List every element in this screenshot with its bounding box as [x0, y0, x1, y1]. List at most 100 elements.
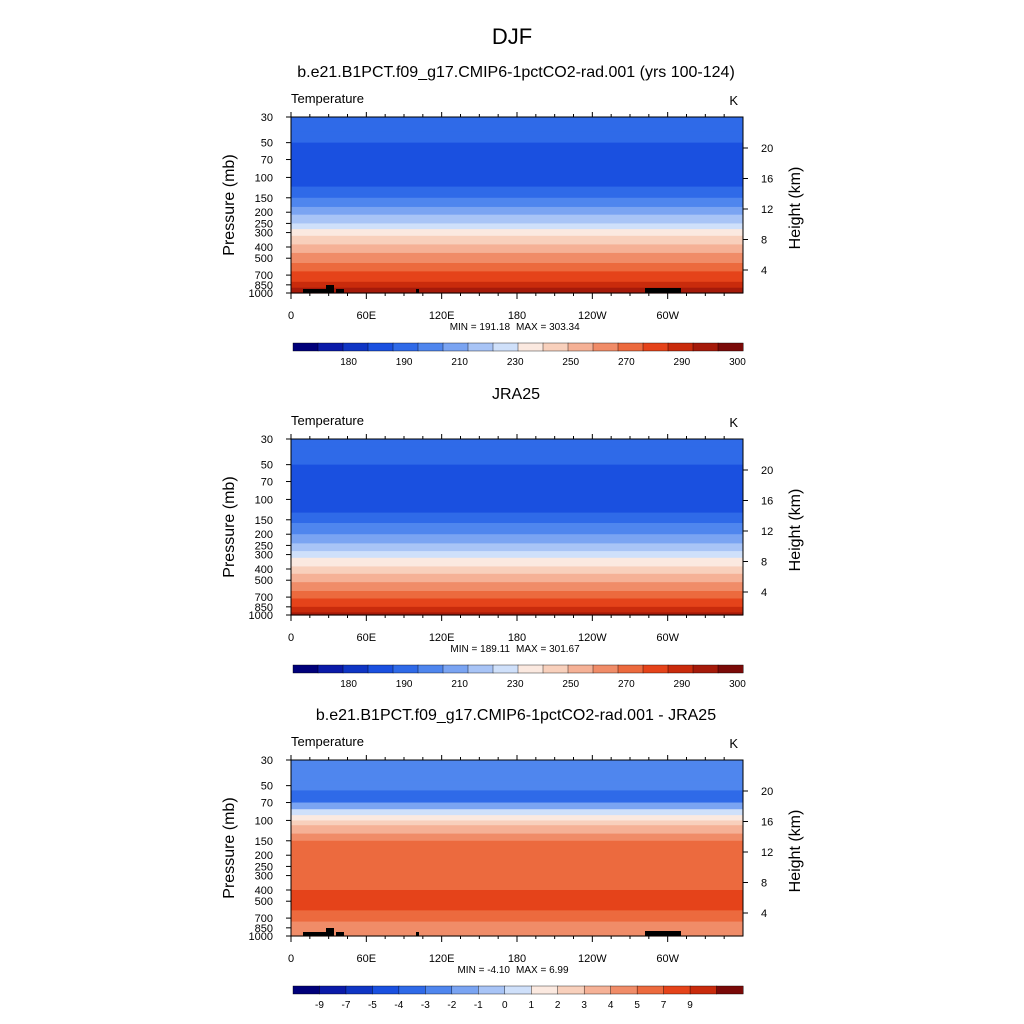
contour-band: [291, 612, 743, 616]
colorbar-swatch: [567, 664, 594, 674]
y-tick-label: 200: [255, 207, 273, 219]
y-tick-label: 100: [255, 815, 273, 827]
x-tick-label: 120W: [578, 632, 607, 644]
y-tick-label: 200: [255, 850, 273, 862]
colorbar-swatch: [342, 342, 369, 352]
colorbar-swatch: [492, 664, 519, 674]
contour-band: [291, 582, 743, 592]
colorbar-swatch: [517, 342, 544, 352]
contour-band: [291, 557, 743, 568]
contour-band: [291, 223, 743, 230]
topography-mask: [416, 932, 419, 936]
contour-band: [291, 760, 743, 781]
variable-label: Temperature: [291, 91, 364, 106]
colorbar-label: 190: [396, 679, 413, 690]
contour-band: [291, 142, 743, 161]
topography-mask: [336, 289, 344, 293]
y-tick-label: 700: [255, 913, 273, 925]
contour-band: [291, 206, 743, 216]
contour-band: [291, 214, 743, 225]
colorbar-swatch: [467, 342, 494, 352]
right-axis-label: Height (km): [787, 167, 804, 250]
x-tick-label: 60W: [656, 953, 679, 965]
contour-band: [291, 252, 743, 264]
colorbar-swatch: [610, 985, 638, 995]
x-tick-label: 60E: [357, 953, 377, 965]
y-tick-label: 150: [255, 836, 273, 848]
colorbar-swatch: [292, 985, 320, 995]
x-tick-label: 180: [508, 632, 526, 644]
min-label: MIN = 189.11: [450, 644, 510, 655]
y-tick-label: 70: [261, 798, 273, 810]
colorbar-label: -4: [394, 1000, 403, 1011]
topography-mask: [336, 932, 344, 936]
y-tick-label: 500: [255, 253, 273, 265]
topography-mask: [303, 289, 327, 293]
y-tick-label: 50: [261, 138, 273, 150]
units-label: K: [729, 415, 738, 430]
contour-band: [291, 262, 743, 272]
colorbar-label: 0: [502, 1000, 508, 1011]
colorbar-swatch: [367, 664, 394, 674]
colorbar-label: 1: [528, 1000, 534, 1011]
contour-band: [291, 244, 743, 254]
topography-mask: [645, 288, 681, 293]
contour-band: [291, 809, 743, 816]
contour-band: [291, 825, 743, 835]
topography-mask: [303, 932, 327, 936]
variable-label: Temperature: [291, 413, 364, 428]
contour-band: [291, 177, 743, 188]
y-tick-label: 1000: [249, 931, 273, 943]
y-tick-label: 400: [255, 564, 273, 576]
colorbar-label: -2: [447, 1000, 456, 1011]
colorbar-swatch: [617, 664, 644, 674]
colorbar-swatch: [692, 664, 719, 674]
colorbar-label: -3: [421, 1000, 430, 1011]
y-tick-label: 100: [255, 172, 273, 184]
x-tick-label: 120W: [578, 310, 607, 322]
y-tick-label: 150: [255, 193, 273, 205]
colorbar-swatch: [451, 985, 479, 995]
panels-group: b.e21.B1PCT.f09_g17.CMIP6-1pctCO2-rad.00…: [221, 64, 804, 1011]
y-axis-label: Pressure (mb): [221, 797, 238, 898]
contour-band: [291, 499, 743, 514]
contour-band: [291, 591, 743, 600]
contour-band: [291, 802, 743, 810]
contour-band: [291, 446, 743, 466]
y-axis-label: Pressure (mb): [221, 476, 238, 577]
contour-band: [291, 573, 743, 583]
height-tick-label: 16: [761, 817, 773, 829]
panel-title: b.e21.B1PCT.f09_g17.CMIP6-1pctCO2-rad.00…: [297, 64, 735, 81]
colorbar-swatch: [592, 342, 619, 352]
contour-band: [291, 566, 743, 575]
height-tick-label: 8: [761, 557, 767, 569]
x-tick-label: 120E: [429, 953, 455, 965]
height-tick-label: 12: [761, 526, 773, 538]
colorbar-swatch: [692, 342, 719, 352]
contour-band: [291, 910, 743, 923]
contour-band: [291, 840, 743, 891]
contour-band: [291, 287, 743, 294]
colorbar-swatch: [542, 664, 569, 674]
colorbar-swatch: [342, 664, 369, 674]
contour-band: [291, 281, 743, 289]
y-tick-label: 200: [255, 529, 273, 541]
colorbar-label: -9: [315, 1000, 324, 1011]
contour-band: [291, 820, 743, 826]
colorbar-label: 180: [340, 357, 357, 368]
colorbar-swatch: [542, 342, 569, 352]
x-tick-label: 60W: [656, 632, 679, 644]
colorbar-swatch: [317, 342, 344, 352]
contour-band: [291, 186, 743, 199]
colorbar-swatch: [442, 342, 469, 352]
colorbar-swatch: [689, 985, 718, 995]
colorbar-swatch: [717, 664, 744, 674]
x-tick-label: 0: [288, 310, 294, 322]
x-tick-label: 180: [508, 310, 526, 322]
y-tick-label: 400: [255, 885, 273, 897]
colorbar-swatch: [592, 664, 619, 674]
y-tick-label: 1000: [249, 610, 273, 622]
contour-band: [291, 159, 743, 179]
colorbar-swatch: [317, 664, 344, 674]
colorbar-label: 230: [507, 357, 524, 368]
